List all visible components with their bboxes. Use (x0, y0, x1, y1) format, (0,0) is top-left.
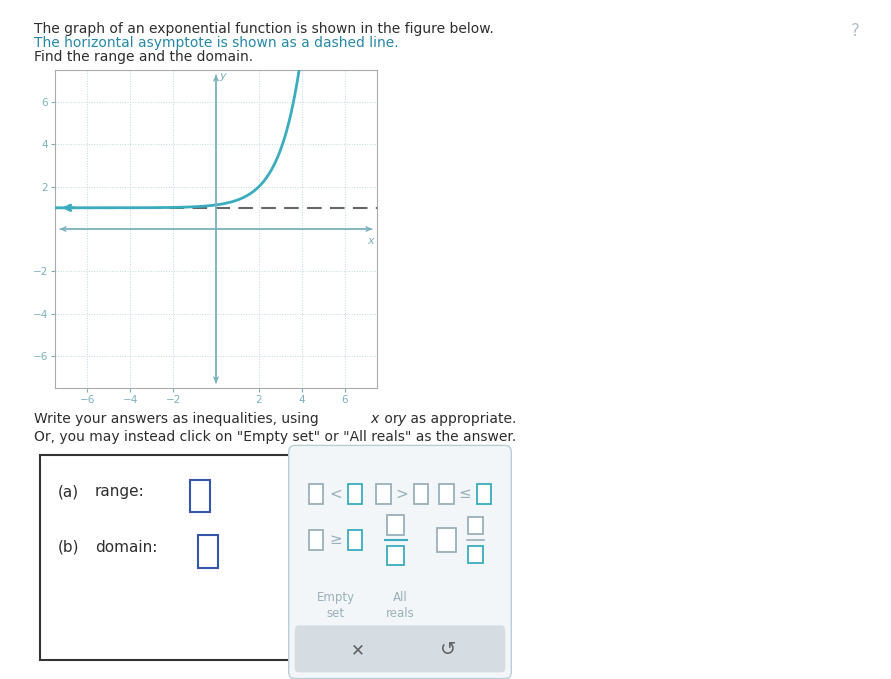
Bar (376, 484, 390, 504)
Text: y: y (219, 71, 225, 81)
Text: All
reals: All reals (386, 591, 414, 620)
Text: range:: range: (95, 484, 144, 499)
Bar (347, 530, 363, 550)
Text: y: y (397, 412, 405, 426)
Bar (388, 545, 405, 566)
Text: Empty
set: Empty set (317, 591, 355, 620)
Bar (469, 546, 483, 562)
FancyBboxPatch shape (295, 626, 505, 672)
Text: Or, you may instead click on "Empty set" or "All reals" as the answer.: Or, you may instead click on "Empty set"… (34, 430, 516, 444)
Text: Write your answers as inequalities, using: Write your answers as inequalities, usin… (34, 412, 323, 426)
Text: ✕: ✕ (351, 641, 365, 659)
Bar (437, 528, 455, 552)
Bar (347, 484, 363, 504)
Text: <: < (330, 486, 342, 501)
Text: ?: ? (851, 22, 860, 40)
Bar (413, 484, 429, 504)
Text: ↺: ↺ (440, 640, 456, 659)
Text: domain:: domain: (95, 540, 158, 555)
FancyBboxPatch shape (289, 445, 511, 678)
Text: ≥: ≥ (330, 532, 342, 547)
Bar (198, 535, 217, 568)
Text: or: or (380, 412, 403, 426)
Bar (439, 484, 454, 504)
Bar (308, 530, 323, 550)
Bar (477, 484, 491, 504)
Text: x: x (367, 236, 374, 246)
Bar (190, 479, 210, 513)
Bar (308, 484, 323, 504)
Bar (469, 517, 483, 534)
Text: (a): (a) (58, 484, 78, 499)
Text: (b): (b) (58, 540, 79, 555)
Text: as appropriate.: as appropriate. (406, 412, 517, 426)
Text: ≤: ≤ (459, 486, 471, 501)
Text: The horizontal asymptote is shown as a dashed line.: The horizontal asymptote is shown as a d… (34, 36, 398, 50)
Text: x: x (371, 412, 379, 426)
Bar (388, 515, 405, 534)
Text: Find the range and the domain.: Find the range and the domain. (34, 50, 253, 65)
Text: >: > (396, 486, 408, 501)
Text: The graph of an exponential function is shown in the figure below.: The graph of an exponential function is … (34, 22, 494, 36)
